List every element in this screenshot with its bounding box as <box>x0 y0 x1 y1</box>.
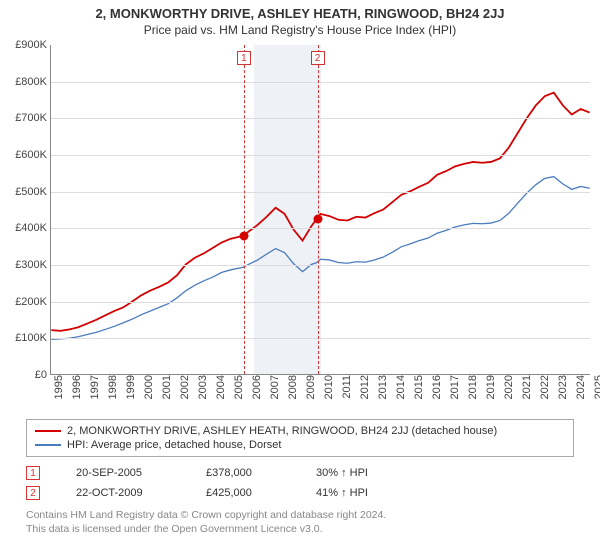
x-tick-label: 1995 <box>53 375 65 399</box>
footer-line-1: Contains HM Land Registry data © Crown c… <box>26 509 574 523</box>
footer-attribution: Contains HM Land Registry data © Crown c… <box>26 509 574 536</box>
y-tick-label: £400K <box>15 222 47 234</box>
y-tick-label: £0 <box>35 369 47 381</box>
x-tick-label: 2015 <box>413 375 425 399</box>
legend-swatch <box>35 444 61 446</box>
transaction-row: 222-OCT-2009£425,00041% ↑ HPI <box>26 483 574 503</box>
legend-swatch <box>35 430 61 432</box>
transactions-table: 120-SEP-2005£378,00030% ↑ HPI222-OCT-200… <box>26 463 574 503</box>
x-tick-label: 2017 <box>449 375 461 399</box>
line-series-svg <box>51 45 590 374</box>
transaction-row: 120-SEP-2005£378,00030% ↑ HPI <box>26 463 574 483</box>
x-tick-label: 1999 <box>125 375 137 399</box>
series-hpi <box>51 177 589 340</box>
legend-item: 2, MONKWORTHY DRIVE, ASHLEY HEATH, RINGW… <box>35 424 565 438</box>
tx-date: 22-OCT-2009 <box>76 487 206 499</box>
gridline-h <box>51 265 590 266</box>
gridline-h <box>51 155 590 156</box>
y-tick-label: £500K <box>15 186 47 198</box>
event-vbar <box>318 45 319 374</box>
tx-diff: 30% ↑ HPI <box>316 467 416 479</box>
x-tick-label: 2019 <box>485 375 497 399</box>
event-vbar <box>244 45 245 374</box>
x-tick-label: 2016 <box>431 375 443 399</box>
legend-label: HPI: Average price, detached house, Dors… <box>67 439 281 451</box>
tx-price: £378,000 <box>206 467 316 479</box>
gridline-h <box>51 338 590 339</box>
transaction-dot <box>313 215 322 224</box>
chart-area: £0£100K£200K£300K£400K£500K£600K£700K£80… <box>50 45 590 409</box>
tx-date: 20-SEP-2005 <box>76 467 206 479</box>
x-tick-label: 2018 <box>467 375 479 399</box>
y-tick-label: £600K <box>15 149 47 161</box>
y-tick-label: £100K <box>15 332 47 344</box>
y-tick-label: £900K <box>15 39 47 51</box>
footer-line-2: This data is licensed under the Open Gov… <box>26 523 574 537</box>
x-tick-label: 2008 <box>287 375 299 399</box>
legend-label: 2, MONKWORTHY DRIVE, ASHLEY HEATH, RINGW… <box>67 425 497 437</box>
x-tick-label: 2009 <box>305 375 317 399</box>
event-marker-label: 2 <box>311 51 325 65</box>
y-tick-label: £300K <box>15 259 47 271</box>
x-tick-label: 2023 <box>557 375 569 399</box>
x-tick-label: 2001 <box>161 375 173 399</box>
tx-index: 1 <box>26 466 76 480</box>
gridline-h <box>51 228 590 229</box>
legend: 2, MONKWORTHY DRIVE, ASHLEY HEATH, RINGW… <box>26 419 574 457</box>
chart-title: 2, MONKWORTHY DRIVE, ASHLEY HEATH, RINGW… <box>0 0 600 21</box>
series-price_paid <box>51 93 589 331</box>
y-tick-label: £200K <box>15 296 47 308</box>
tx-price: £425,000 <box>206 487 316 499</box>
gridline-h <box>51 118 590 119</box>
gridline-h <box>51 302 590 303</box>
x-tick-label: 2002 <box>179 375 191 399</box>
x-tick-label: 2010 <box>323 375 335 399</box>
plot-area: £0£100K£200K£300K£400K£500K£600K£700K£80… <box>50 45 590 375</box>
event-marker-label: 1 <box>237 51 251 65</box>
x-tick-label: 2014 <box>395 375 407 399</box>
x-tick-label: 2021 <box>521 375 533 399</box>
x-tick-label: 2013 <box>377 375 389 399</box>
x-tick-label: 1997 <box>89 375 101 399</box>
x-tick-label: 2004 <box>215 375 227 399</box>
x-tick-label: 1996 <box>71 375 83 399</box>
x-tick-label: 2005 <box>233 375 245 399</box>
x-tick-label: 2000 <box>143 375 155 399</box>
x-tick-label: 2020 <box>503 375 515 399</box>
x-tick-label: 2011 <box>341 375 353 399</box>
tx-index: 2 <box>26 486 76 500</box>
transaction-dot <box>239 232 248 241</box>
gridline-h <box>51 82 590 83</box>
legend-item: HPI: Average price, detached house, Dors… <box>35 438 565 452</box>
gridline-h <box>51 192 590 193</box>
x-tick-label: 2006 <box>251 375 263 399</box>
x-tick-label: 2012 <box>359 375 371 399</box>
y-tick-label: £800K <box>15 76 47 88</box>
x-tick-label: 2024 <box>575 375 587 399</box>
x-axis-labels: 1995 1996 1997 1998 1999 2000 2001 2002 2003 2004… <box>50 375 590 409</box>
chart-subtitle: Price paid vs. HM Land Registry's House … <box>0 21 600 45</box>
x-tick-label: 1998 <box>107 375 119 399</box>
tx-diff: 41% ↑ HPI <box>316 487 416 499</box>
x-tick-label: 2025 <box>593 375 600 399</box>
x-tick-label: 2022 <box>539 375 551 399</box>
x-tick-label: 2007 <box>269 375 281 399</box>
y-tick-label: £700K <box>15 112 47 124</box>
x-tick-label: 2003 <box>197 375 209 399</box>
